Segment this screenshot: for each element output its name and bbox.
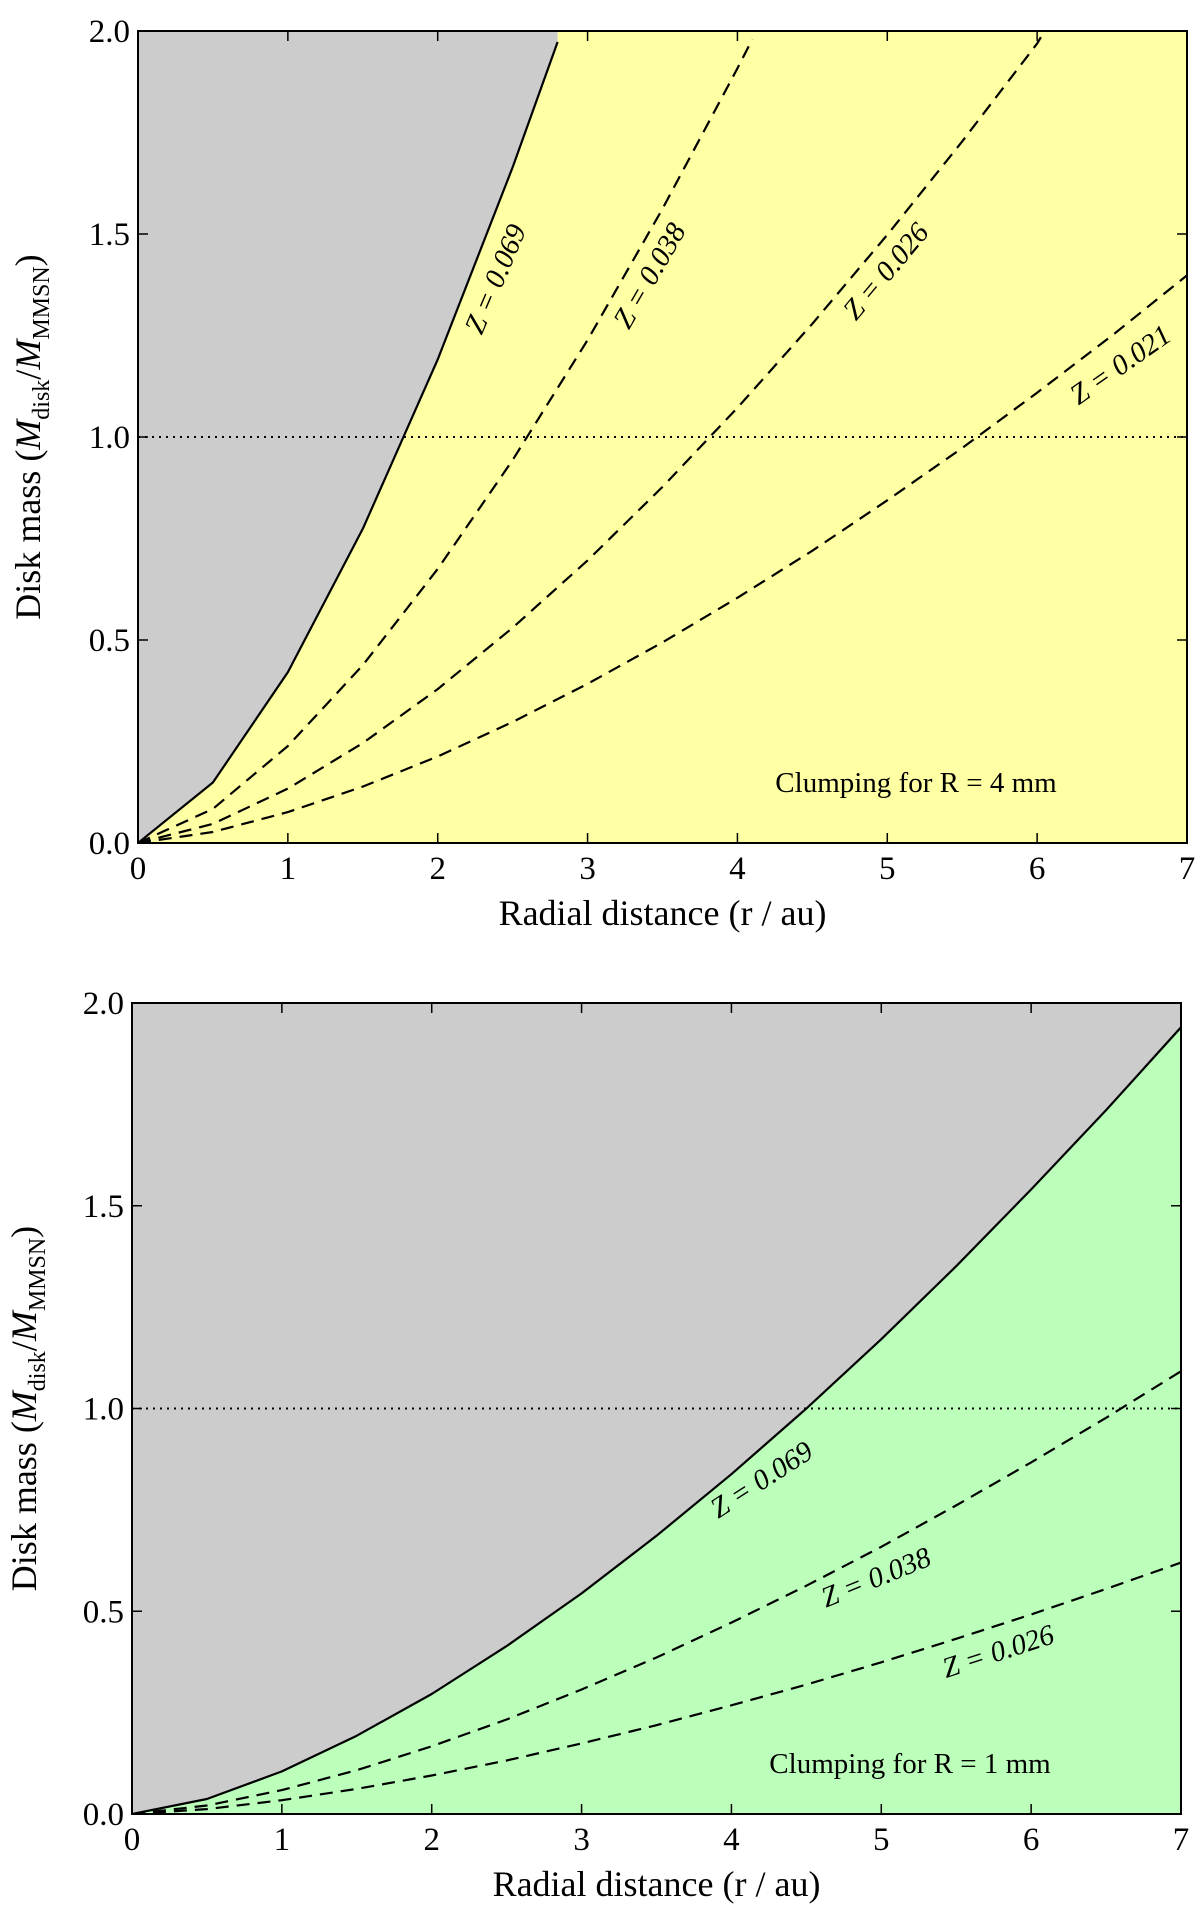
y-label-part: M — [8, 418, 48, 451]
clumping-region — [132, 1027, 1181, 1814]
y-label-part: MMSN — [25, 1238, 51, 1311]
x-tick-label: 7 — [1179, 851, 1196, 887]
x-tick-label: 2 — [423, 1822, 440, 1858]
series-line-0026 — [132, 1561, 1181, 1814]
y-label-part: M — [4, 1309, 44, 1342]
x-tick-label: 0 — [124, 1822, 141, 1858]
y-label-part: / — [8, 370, 48, 380]
series-line-0069 — [132, 1026, 1181, 1814]
annotation-text: Clumping for R = 4 mm — [775, 767, 1057, 799]
x-tick-label: 4 — [729, 851, 746, 887]
y-axis-label: Disk mass (Mdisk/MMMSN) — [8, 254, 55, 619]
y-label-part: MMSN — [29, 266, 55, 339]
x-tick-label: 3 — [579, 851, 596, 887]
y-tick-label: 0.0 — [89, 826, 130, 862]
clumping-region — [138, 31, 1187, 843]
y-label-part: ) — [4, 1226, 44, 1238]
plot-area — [138, 31, 1187, 843]
y-tick-label: 0.5 — [89, 623, 130, 659]
y-axis-label: Disk mass (Mdisk/MMMSN) — [4, 1226, 51, 1591]
y-label-part: M — [4, 1389, 44, 1422]
y-tick-label: 1.5 — [83, 1189, 124, 1225]
y-label-part: disk — [29, 380, 55, 420]
x-tick-label: 1 — [280, 851, 297, 887]
y-tick-label: 1.0 — [83, 1392, 124, 1428]
x-tick-label: 2 — [429, 851, 446, 887]
y-tick-label: 2.0 — [83, 986, 124, 1022]
series-line-0026 — [138, 31, 1046, 843]
series-line-0038 — [138, 38, 754, 843]
y-label-part: / — [4, 1341, 44, 1351]
annotation-text: Clumping for R = 1 mm — [769, 1748, 1051, 1780]
y-label-part: ) — [8, 254, 48, 266]
x-axis-label: Radial distance (r / au) — [493, 1864, 821, 1904]
y-tick-label: 0.0 — [83, 1797, 124, 1833]
y-label-part: M — [8, 338, 48, 371]
y-tick-label: 1.0 — [89, 420, 130, 456]
y-label-part: disk — [25, 1351, 51, 1391]
series-line-0069 — [138, 41, 559, 843]
x-tick-label: 3 — [573, 1822, 590, 1858]
series-line-0038 — [132, 1370, 1181, 1814]
y-tick-label: 0.5 — [83, 1594, 124, 1630]
x-tick-label: 5 — [873, 1822, 890, 1858]
y-tick-label: 1.5 — [89, 217, 130, 253]
x-tick-label: 6 — [1029, 851, 1046, 887]
x-tick-label: 7 — [1173, 1822, 1190, 1858]
x-tick-label: 5 — [879, 851, 896, 887]
y-label-part: Disk mass ( — [4, 1421, 44, 1591]
y-tick-label: 2.0 — [89, 14, 130, 50]
x-tick-label: 0 — [130, 851, 147, 887]
x-axis-label: Radial distance (r / au) — [499, 893, 827, 933]
x-tick-label: 1 — [274, 1822, 291, 1858]
plot-area — [132, 1003, 1181, 1814]
y-label-part: Disk mass ( — [8, 450, 48, 620]
x-tick-label: 4 — [723, 1822, 740, 1858]
series-line-0021 — [138, 274, 1187, 843]
x-tick-label: 6 — [1023, 1822, 1040, 1858]
